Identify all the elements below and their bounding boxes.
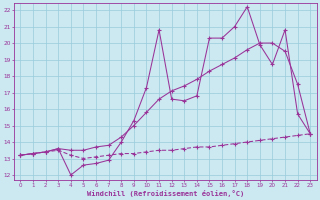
X-axis label: Windchill (Refroidissement éolien,°C): Windchill (Refroidissement éolien,°C) [87, 190, 244, 197]
